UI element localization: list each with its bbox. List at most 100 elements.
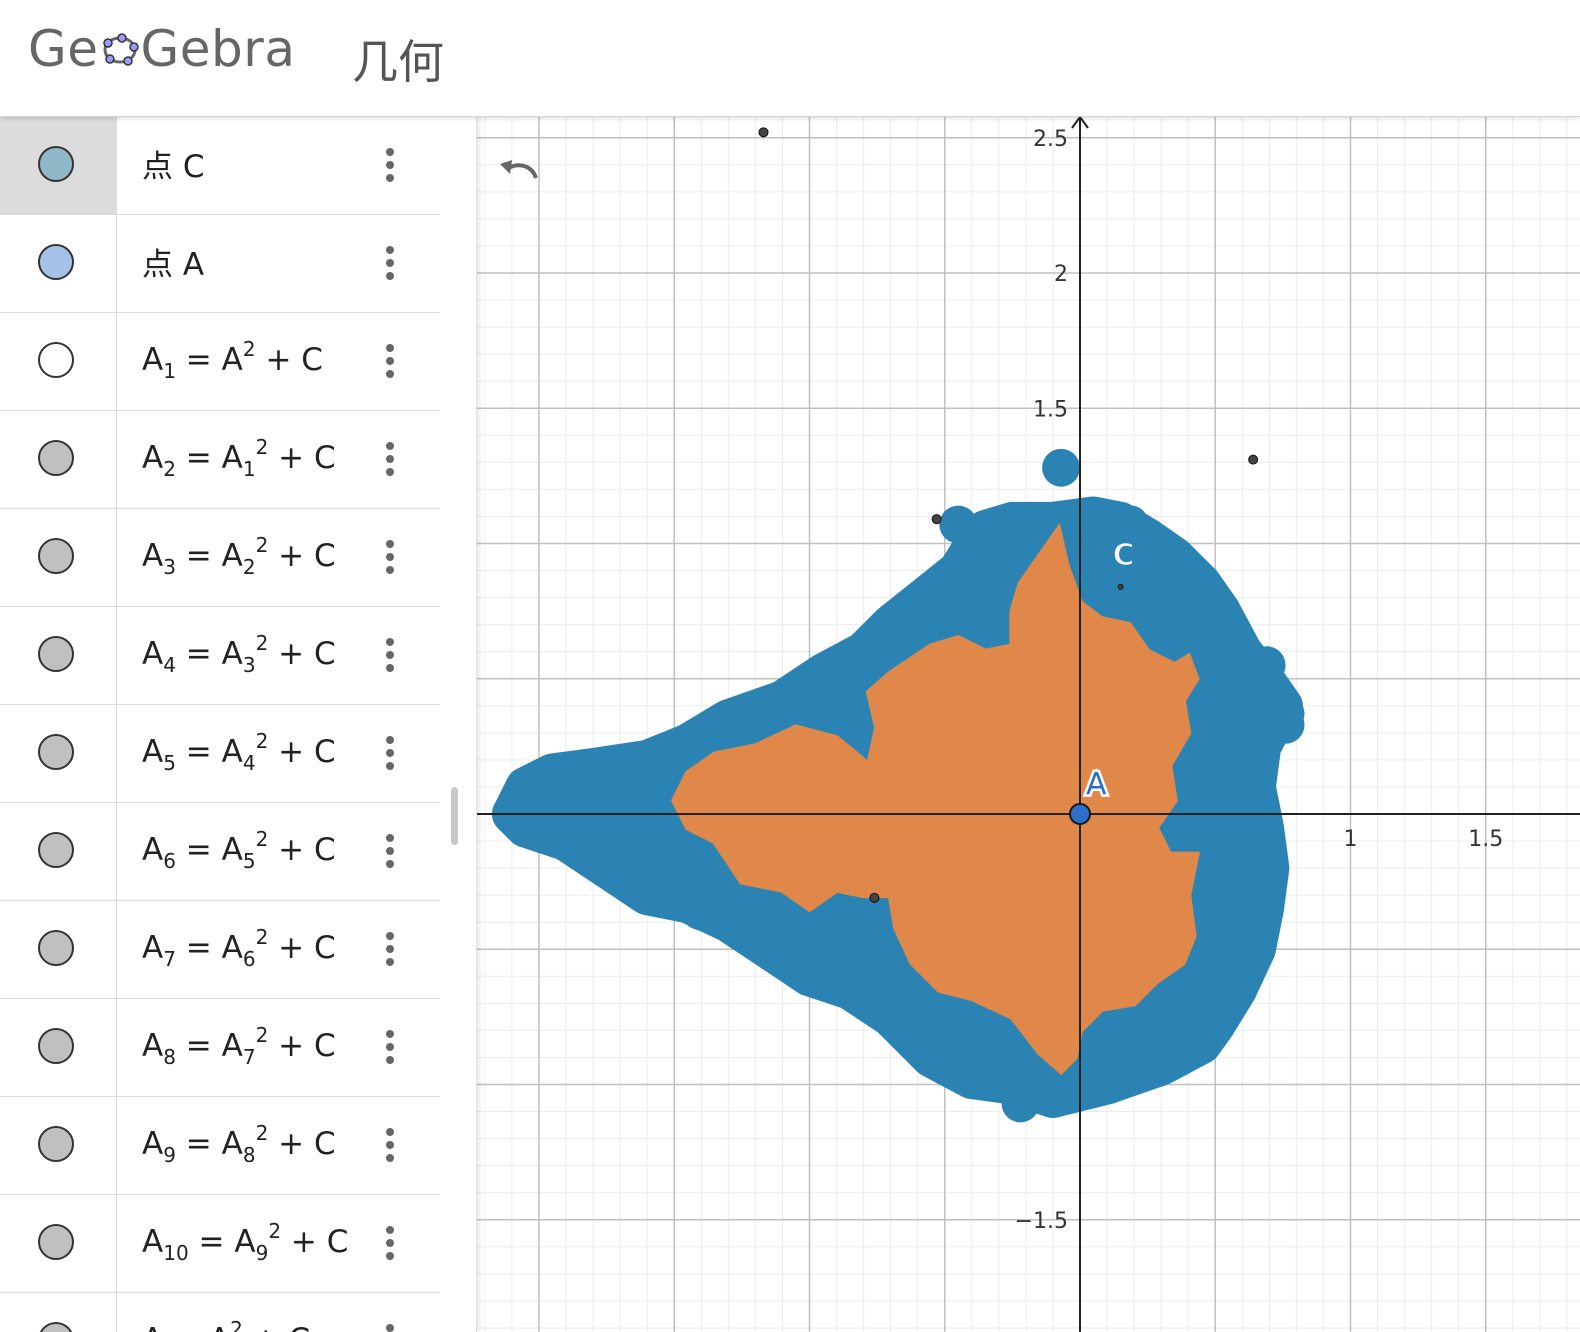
- algebra-row[interactable]: A9 = A82 + C: [0, 1097, 440, 1195]
- exponent: 2: [268, 1219, 282, 1243]
- more-options-icon[interactable]: [378, 1125, 402, 1165]
- x-tick-label: 1.5: [1468, 827, 1503, 852]
- lhs-subscript: 1: [163, 359, 176, 383]
- lhs-subscript: 5: [163, 751, 176, 775]
- algebra-row[interactable]: A1 = A2 + C: [0, 313, 440, 411]
- visibility-cell[interactable]: [0, 999, 117, 1096]
- more-options-icon[interactable]: [378, 439, 402, 479]
- visibility-cell[interactable]: [0, 1195, 117, 1292]
- visibility-toggle[interactable]: [38, 1322, 74, 1332]
- more-options-icon[interactable]: [378, 1321, 402, 1332]
- visibility-toggle[interactable]: [38, 636, 74, 672]
- y-axis-arrow-icon: [1071, 117, 1089, 129]
- point-label: 点 C: [142, 149, 205, 185]
- visibility-cell[interactable]: [0, 705, 117, 802]
- equals-sign: =: [175, 1028, 222, 1064]
- algebra-row[interactable]: 点 C: [0, 117, 440, 215]
- algebra-row[interactable]: A4 = A32 + C: [0, 607, 440, 705]
- algebra-expression[interactable]: A9 = A82 + C: [142, 1121, 336, 1167]
- rhs-subscript: 6: [242, 947, 256, 971]
- visibility-cell[interactable]: [0, 1293, 117, 1332]
- algebra-expression[interactable]: A8 = A72 + C: [142, 1023, 336, 1069]
- exponent: 2: [255, 533, 269, 557]
- plus-c: + C: [255, 342, 323, 378]
- visibility-cell[interactable]: [0, 1097, 117, 1194]
- visibility-toggle[interactable]: [38, 342, 74, 378]
- exponent: 2: [230, 1317, 243, 1332]
- more-options-icon[interactable]: [378, 537, 402, 577]
- visibility-cell[interactable]: [0, 509, 117, 606]
- visibility-toggle[interactable]: [38, 1126, 74, 1162]
- algebra-row[interactable]: A2 = A12 + C: [0, 411, 440, 509]
- rhs-subscript: 3: [242, 653, 256, 677]
- algebra-expression[interactable]: 点 A: [142, 239, 204, 284]
- visibility-cell[interactable]: [0, 803, 117, 900]
- algebra-expression[interactable]: A1 = A2 + C: [142, 337, 323, 383]
- plus-c: + C: [268, 1028, 336, 1064]
- more-options-icon[interactable]: [378, 1027, 402, 1067]
- undo-button[interactable]: [496, 152, 542, 188]
- plus-c: + C: [281, 1224, 349, 1260]
- visibility-toggle[interactable]: [38, 440, 74, 476]
- algebra-expression[interactable]: A4 = A32 + C: [142, 631, 336, 677]
- lhs-name: A: [142, 930, 164, 966]
- visibility-toggle[interactable]: [38, 244, 74, 280]
- plus-c: + C: [268, 636, 336, 672]
- algebra-expression[interactable]: 点 C: [142, 141, 205, 186]
- more-options-icon[interactable]: [378, 635, 402, 675]
- orbit-point: [1117, 583, 1124, 590]
- plus-c: + C: [268, 734, 336, 770]
- visibility-toggle[interactable]: [38, 930, 74, 966]
- visibility-cell[interactable]: [0, 215, 117, 312]
- visibility-toggle[interactable]: [38, 734, 74, 770]
- iteration-blob: [939, 505, 978, 544]
- lhs-subscript: 10: [163, 1241, 189, 1265]
- more-options-icon[interactable]: [378, 341, 402, 381]
- y-tick-label: 2.5: [1033, 127, 1068, 152]
- visibility-toggle[interactable]: [38, 146, 74, 182]
- visibility-toggle[interactable]: [38, 832, 74, 868]
- orbit-point: [869, 892, 880, 903]
- iteration-blob: [1115, 505, 1148, 539]
- more-options-icon[interactable]: [378, 1223, 402, 1263]
- algebra-expression[interactable]: A2 = A12 + C: [142, 435, 336, 481]
- plus-c: + C: [243, 1322, 310, 1332]
- algebra-row[interactable]: A6 = A52 + C: [0, 803, 440, 901]
- more-options-icon[interactable]: [378, 831, 402, 871]
- more-options-icon[interactable]: [378, 145, 402, 185]
- visibility-toggle[interactable]: [38, 1224, 74, 1260]
- more-options-icon[interactable]: [378, 929, 402, 969]
- visibility-toggle[interactable]: [38, 538, 74, 574]
- rhs-name: A: [221, 538, 243, 574]
- algebra-expression[interactable]: A7 = A62 + C: [142, 925, 336, 971]
- graphics-view[interactable]: 1 1.5 2.5 2 1.5 −1.5 A C: [477, 117, 1580, 1332]
- algebra-expression[interactable]: A3 = A22 + C: [142, 533, 336, 579]
- algebra-expression[interactable]: A5 = A42 + C: [142, 729, 336, 775]
- visibility-cell[interactable]: [0, 901, 117, 998]
- visibility-toggle[interactable]: [38, 1028, 74, 1064]
- algebra-row[interactable]: A7 = A62 + C: [0, 901, 440, 999]
- algebra-expression[interactable]: A10 = A92 + C: [142, 1219, 348, 1265]
- algebra-expression[interactable]: A = A2 + C: [142, 1317, 310, 1332]
- visibility-cell[interactable]: [0, 117, 117, 214]
- algebra-row[interactable]: 点 A: [0, 215, 440, 313]
- y-tick-label: 1.5: [1033, 397, 1068, 422]
- more-options-icon[interactable]: [378, 733, 402, 773]
- algebra-row[interactable]: A3 = A22 + C: [0, 509, 440, 607]
- exponent: 2: [255, 631, 269, 655]
- algebra-row[interactable]: A5 = A42 + C: [0, 705, 440, 803]
- lhs-name: A: [142, 538, 164, 574]
- visibility-cell[interactable]: [0, 607, 117, 704]
- lhs-name: A: [142, 1028, 164, 1064]
- visibility-cell[interactable]: [0, 411, 117, 508]
- algebra-row[interactable]: A8 = A72 + C: [0, 999, 440, 1097]
- algebra-scroll-handle[interactable]: [451, 787, 458, 845]
- visibility-cell[interactable]: [0, 313, 117, 410]
- algebra-row[interactable]: A10 = A92 + C: [0, 1195, 440, 1293]
- iteration-blob: [679, 887, 723, 931]
- algebra-expression[interactable]: A6 = A52 + C: [142, 827, 336, 873]
- graphics-canvas[interactable]: 1 1.5 2.5 2 1.5 −1.5 A C: [477, 117, 1580, 1332]
- algebra-row[interactable]: A = A2 + C: [0, 1293, 440, 1332]
- more-options-icon[interactable]: [378, 243, 402, 283]
